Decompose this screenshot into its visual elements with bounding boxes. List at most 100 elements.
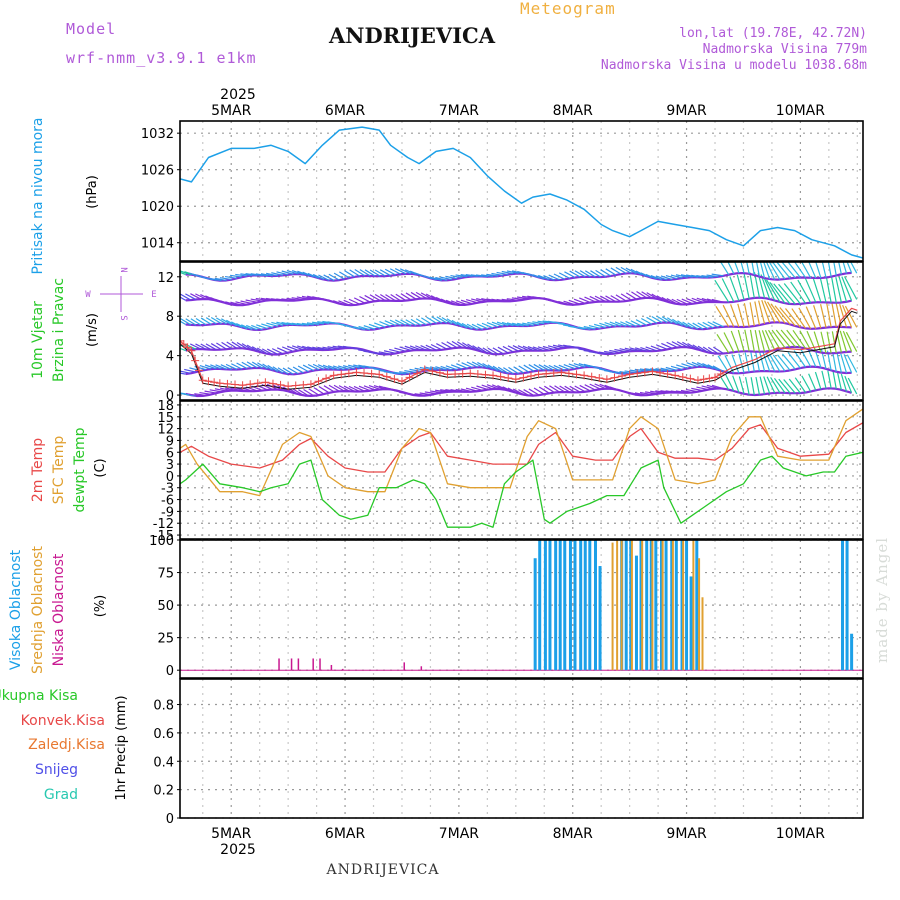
wind-barb — [374, 269, 386, 277]
wind-barb — [666, 298, 678, 305]
wind-barb — [544, 385, 555, 394]
wind-barb — [528, 364, 540, 372]
wind-speed-marker — [711, 373, 720, 382]
wind-speed-marker — [284, 382, 293, 391]
wind-speed-marker — [610, 373, 619, 382]
wind-barb — [538, 386, 550, 394]
wind-barb — [738, 376, 745, 395]
wind-barb — [190, 318, 202, 326]
wind-barb — [697, 345, 709, 353]
wind-speed-marker — [299, 380, 308, 389]
wind-barb — [523, 364, 535, 372]
wind-speed-marker — [344, 369, 353, 378]
cloud-high-bar — [563, 540, 567, 671]
y-tick-label: 75 — [157, 567, 174, 582]
wind-barb — [317, 321, 330, 324]
wind-barb — [430, 276, 442, 281]
wind-barb — [634, 392, 647, 396]
wind-barb — [434, 389, 448, 393]
wind-barb — [836, 352, 842, 373]
wind-barb — [702, 346, 714, 354]
wind-barb — [604, 350, 617, 354]
cloud-mid-bar — [620, 540, 623, 671]
cloud-mid-bar — [701, 597, 704, 671]
wind-barb — [276, 321, 289, 326]
wind-speed-marker — [382, 372, 391, 381]
wind-barb — [276, 271, 289, 276]
wind-barb — [686, 388, 699, 393]
temp-unit: (C) — [93, 458, 108, 477]
wind-barb — [762, 352, 771, 372]
wind-barb — [760, 274, 771, 300]
wind-barb — [593, 351, 606, 355]
wind-barb — [598, 351, 611, 355]
wind-barb — [399, 346, 412, 352]
wind-barb — [307, 363, 320, 371]
wind-barb — [220, 300, 232, 306]
wind-speed-marker — [648, 367, 657, 376]
wind-barb — [790, 281, 807, 304]
wind-barb — [308, 388, 320, 396]
wind-barb — [788, 378, 801, 394]
wind-speed-marker — [231, 380, 240, 389]
wind-barb — [481, 322, 494, 329]
wind-barb — [583, 325, 596, 330]
wind-barb — [682, 321, 694, 329]
wind-barb — [814, 371, 822, 390]
wind-barb — [383, 350, 396, 354]
wind-speed-marker — [473, 370, 482, 379]
wind-barb — [516, 296, 529, 300]
wind-speed-marker — [223, 379, 232, 388]
cloud-mid-bar — [692, 540, 695, 671]
wind-barb — [850, 262, 858, 274]
wind-speed-marker — [580, 371, 589, 380]
cloud-mid-bar — [661, 540, 664, 671]
wind-barb — [845, 331, 858, 352]
wind-barb — [712, 365, 724, 373]
cloud-plot — [180, 540, 863, 671]
wind-barb — [538, 364, 550, 371]
wind-barb — [759, 351, 766, 372]
wind-barb — [832, 370, 837, 389]
wind-barb — [298, 389, 309, 397]
wind-barb — [180, 372, 186, 375]
wind-barb — [225, 387, 238, 392]
wind-barb — [496, 298, 509, 302]
y-tick-label: 100 — [149, 534, 174, 549]
wind-barb — [641, 317, 653, 325]
pressure-line — [180, 126, 863, 259]
wind-speed-marker — [253, 379, 262, 388]
wind-barb — [813, 305, 822, 329]
wind-barb — [482, 362, 494, 370]
wind-barb — [650, 390, 663, 394]
wind-barb — [842, 330, 853, 352]
wind-barb — [645, 346, 658, 352]
wind-barb — [547, 345, 560, 350]
wind-barb — [491, 384, 504, 390]
wind-barb — [512, 345, 525, 352]
wind-barb — [214, 277, 227, 281]
wind-barb — [257, 362, 268, 370]
wind-barb — [847, 377, 858, 395]
wind-barb-row — [180, 262, 858, 282]
wind-barb — [533, 387, 545, 395]
wind-barb — [630, 268, 642, 276]
wind-barb — [620, 293, 632, 301]
wind-barb — [430, 343, 443, 351]
wind-barb — [440, 389, 453, 393]
wind-barb — [260, 273, 273, 277]
wind-barb — [210, 317, 222, 325]
wind-barb — [543, 364, 555, 372]
wind-barb — [758, 300, 766, 324]
cloud-mid-bar — [671, 540, 674, 671]
wind-speed-marker — [375, 370, 384, 379]
grid-lines — [180, 679, 863, 819]
wind-speed-marker — [564, 369, 573, 378]
cloud-high-bar — [845, 540, 849, 671]
wind-barb — [333, 272, 345, 280]
wind-barb — [765, 279, 781, 303]
cloud-high-bar — [573, 540, 577, 671]
wind-barb — [343, 299, 355, 306]
wind-barb — [588, 324, 601, 329]
wind-barb — [791, 308, 807, 329]
